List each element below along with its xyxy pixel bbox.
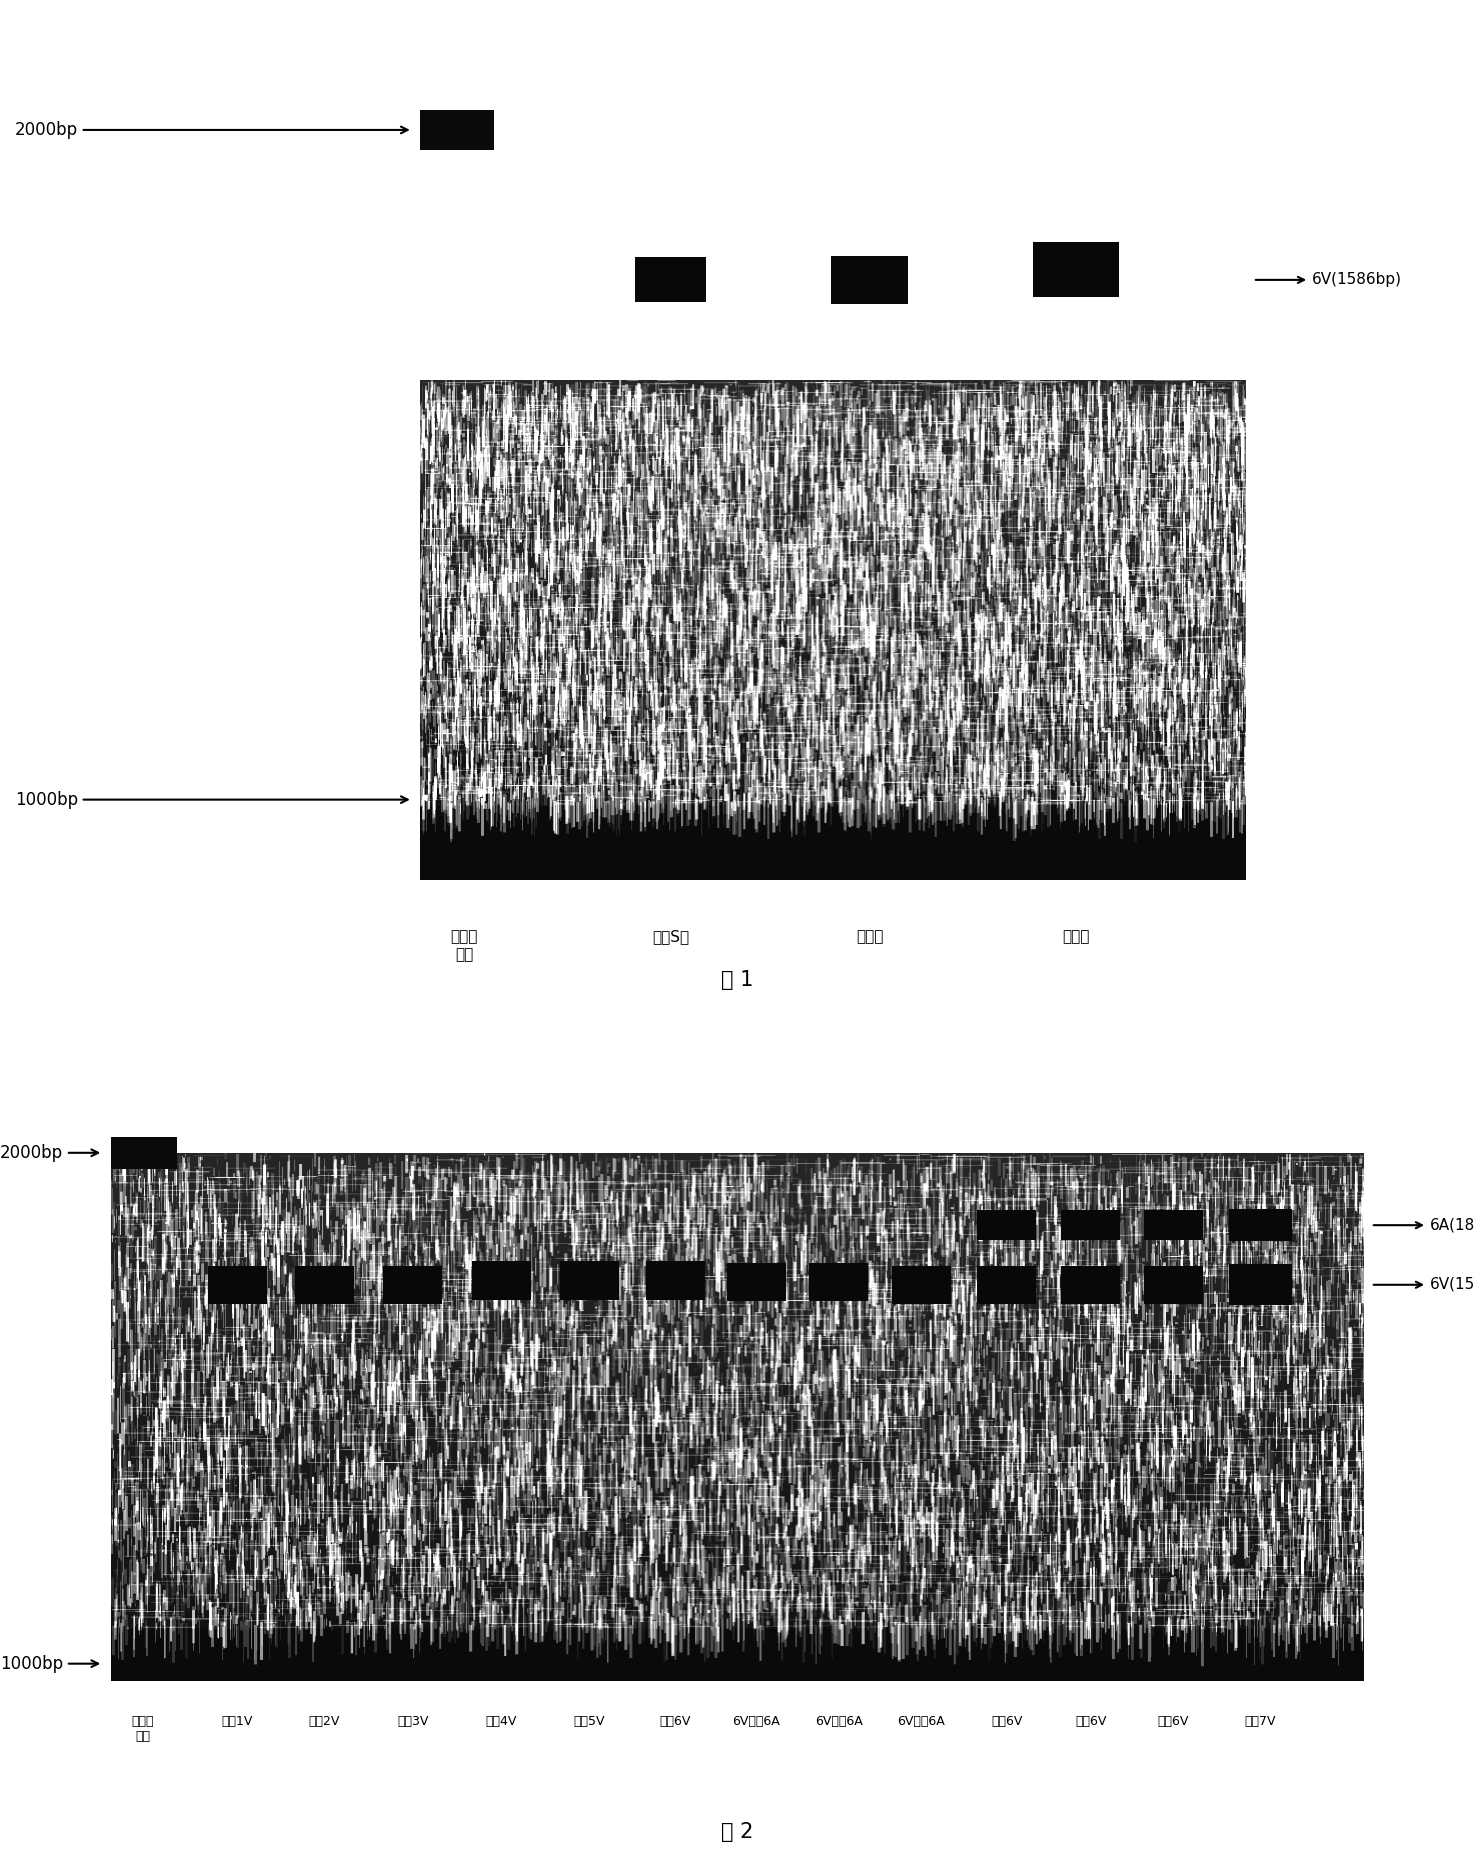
Bar — [472, 1261, 531, 1299]
Bar — [1228, 1264, 1291, 1305]
Text: 添加5V: 添加5V — [573, 1714, 606, 1727]
Text: 6V代换6A: 6V代换6A — [898, 1714, 945, 1727]
Bar — [635, 257, 706, 302]
Text: 易位系: 易位系 — [856, 929, 883, 944]
Bar — [1033, 242, 1119, 298]
Text: 2000bp: 2000bp — [15, 120, 408, 139]
Bar — [892, 1266, 951, 1303]
Text: 6V代换6A: 6V代换6A — [815, 1714, 862, 1727]
Bar — [111, 1137, 177, 1170]
Text: 1000bp: 1000bp — [15, 790, 408, 809]
Text: 图 1: 图 1 — [721, 970, 753, 990]
Text: 6A(1882bp): 6A(1882bp) — [1374, 1218, 1474, 1233]
Bar — [727, 1262, 786, 1301]
Text: 分子量
标准: 分子量 标准 — [131, 1714, 155, 1744]
Text: 笇毛麦: 笇毛麦 — [1063, 929, 1089, 944]
Bar — [1061, 1211, 1120, 1240]
Bar — [1144, 1266, 1203, 1303]
Text: 1000bp: 1000bp — [0, 1655, 99, 1673]
Text: 分子量
标准: 分子量 标准 — [451, 929, 478, 963]
Bar — [1228, 1209, 1291, 1240]
Text: 添加7V: 添加7V — [1244, 1714, 1276, 1727]
Text: 添加1V: 添加1V — [221, 1714, 254, 1727]
Bar — [809, 1262, 868, 1301]
Text: 6V代换6A: 6V代换6A — [733, 1714, 780, 1727]
Text: 添加3V: 添加3V — [397, 1714, 429, 1727]
Text: 添加2V: 添加2V — [308, 1714, 340, 1727]
Bar — [977, 1266, 1036, 1303]
Bar — [1061, 1266, 1120, 1303]
Text: 扬麦S号: 扬麦S号 — [652, 929, 690, 944]
Text: 图 2: 图 2 — [721, 1823, 753, 1842]
Bar — [977, 1211, 1036, 1240]
Bar — [420, 109, 494, 150]
Text: 6V(1586bp): 6V(1586bp) — [1374, 1277, 1474, 1292]
Text: 6V(1586bp): 6V(1586bp) — [1256, 272, 1402, 287]
Bar — [295, 1266, 354, 1303]
Text: 添加6V: 添加6V — [991, 1714, 1023, 1727]
Bar — [560, 1261, 619, 1299]
Bar — [383, 1266, 442, 1303]
Text: 添加4V: 添加4V — [485, 1714, 517, 1727]
Bar — [831, 255, 908, 304]
Text: 添加6V: 添加6V — [1157, 1714, 1190, 1727]
Text: 添加6V: 添加6V — [659, 1714, 691, 1727]
Text: 2000bp: 2000bp — [0, 1144, 99, 1162]
Text: 添加6V: 添加6V — [1075, 1714, 1107, 1727]
Bar — [1144, 1211, 1203, 1240]
Bar — [646, 1261, 705, 1299]
Bar — [208, 1266, 267, 1303]
